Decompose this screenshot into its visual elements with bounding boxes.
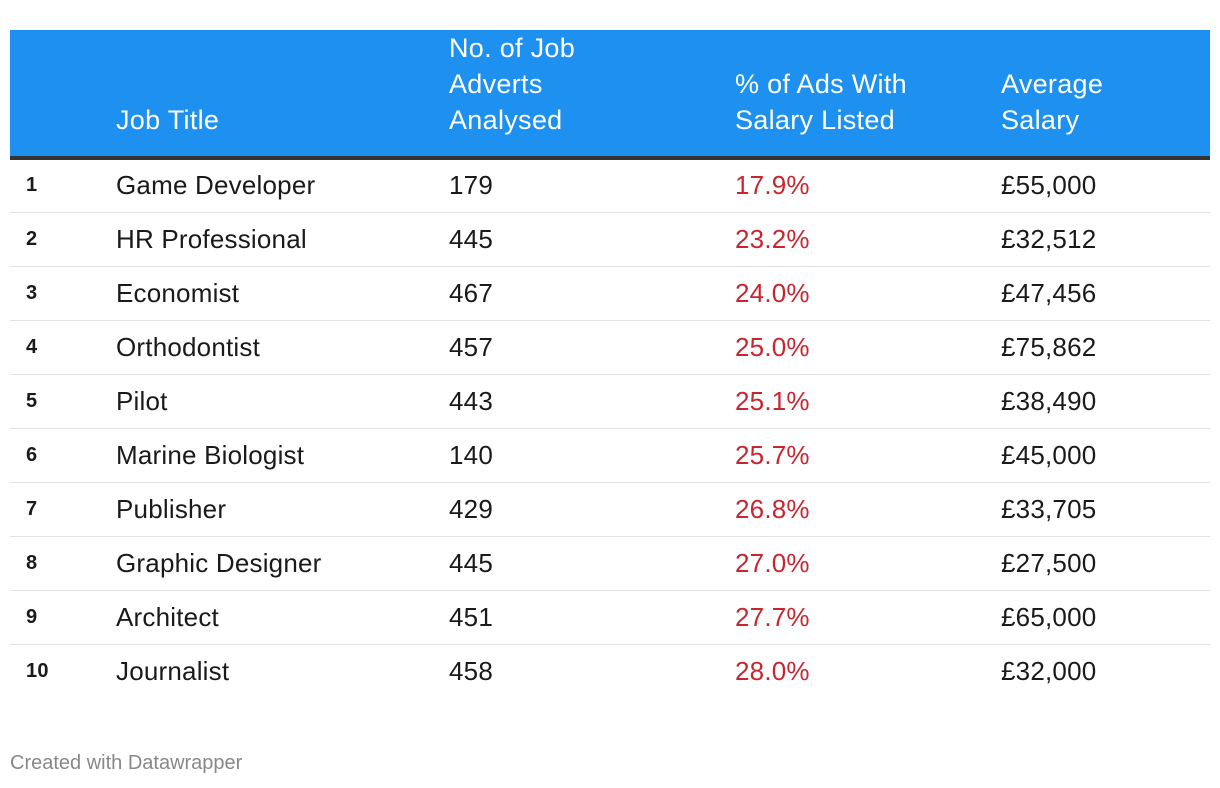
table-row: 3 Economist 467 24.0% £47,456 xyxy=(10,266,1210,321)
cell-rank: 8 xyxy=(10,536,116,591)
cell-pct-salary: 23.2% xyxy=(735,212,1001,267)
cell-adverts: 429 xyxy=(449,482,735,537)
job-salary-table: Job Title No. of Job Adverts Analysed % … xyxy=(10,30,1210,698)
cell-adverts: 445 xyxy=(449,212,735,267)
cell-adverts: 451 xyxy=(449,590,735,645)
cell-job-title: Graphic Designer xyxy=(116,536,449,591)
header-adverts: No. of Job Adverts Analysed xyxy=(449,30,735,160)
table-body: 1 Game Developer 179 17.9% £55,000 2 HR Profes… xyxy=(10,158,1210,698)
cell-average-salary: £32,512 xyxy=(1001,212,1210,267)
cell-adverts: 443 xyxy=(449,374,735,429)
cell-rank: 4 xyxy=(10,320,116,375)
header-average-salary: Average Salary xyxy=(1001,30,1210,160)
cell-average-salary: £47,456 xyxy=(1001,266,1210,321)
cell-rank: 7 xyxy=(10,482,116,537)
cell-pct-salary: 26.8% xyxy=(735,482,1001,537)
header-pct-line-2: Salary Listed xyxy=(735,105,895,135)
header-adverts-line-2: Adverts xyxy=(449,69,543,99)
cell-adverts: 458 xyxy=(449,655,493,686)
cell-average-salary: £33,705 xyxy=(1001,482,1210,537)
table-row: 5 Pilot 443 25.1% £38,490 xyxy=(10,374,1210,429)
table-row: 9 Architect 451 27.7% £65,000 xyxy=(10,590,1210,645)
cell-average-salary: £38,490 xyxy=(1001,374,1210,429)
table-row: 7 Publisher 429 26.8% £33,705 xyxy=(10,482,1210,537)
cell-rank: 2 xyxy=(10,212,116,267)
cell-rank: 3 xyxy=(10,266,116,321)
table-row: 6 Marine Biologist 140 25.7% £45,000 xyxy=(10,428,1210,483)
cell-pct-salary: 27.7% xyxy=(735,590,1001,645)
cell-job-title: Journalist xyxy=(116,655,230,686)
cell-rank: 5 xyxy=(10,374,116,429)
cell-average-salary: £65,000 xyxy=(1001,590,1210,645)
header-job-title-line: Job Title xyxy=(116,105,220,135)
table-row: 8 Graphic Designer 445 27.0% £27,500 xyxy=(10,536,1210,591)
cell-rank: 6 xyxy=(10,428,116,483)
header-salary-line-2: Salary xyxy=(1001,105,1080,135)
cell-rank: 10 xyxy=(26,659,49,682)
table-row: 2 HR Professional 445 23.2% £32,512 xyxy=(10,212,1210,267)
table-row: 1 Game Developer 179 17.9% £55,000 xyxy=(10,158,1210,213)
header-pct-line-1: % of Ads With xyxy=(735,69,907,99)
cell-pct-salary: 24.0% xyxy=(735,266,1001,321)
table-row: 10 Journalist 458 28.0% £32,000 xyxy=(10,644,1210,698)
cell-average-salary: £55,000 xyxy=(1001,158,1210,213)
cell-job-title: Orthodontist xyxy=(116,320,449,375)
cell-average-salary: £45,000 xyxy=(1001,428,1210,483)
cell-job-title: Publisher xyxy=(116,482,449,537)
cell-adverts: 445 xyxy=(449,536,735,591)
cell-job-title: Architect xyxy=(116,590,449,645)
cell-average-salary: £75,862 xyxy=(1001,320,1210,375)
header-salary-line-1: Average xyxy=(1001,69,1104,99)
header-pct-salary: % of Ads With Salary Listed xyxy=(735,30,1001,160)
cell-job-title: Pilot xyxy=(116,374,449,429)
cell-pct-salary: 28.0% xyxy=(735,655,810,686)
header-adverts-line-3: Analysed xyxy=(449,105,563,135)
datawrapper-credit: Created with Datawrapper xyxy=(10,752,243,774)
cell-job-title: Game Developer xyxy=(116,158,449,213)
cell-pct-salary: 25.1% xyxy=(735,374,1001,429)
cell-pct-salary: 25.0% xyxy=(735,320,1001,375)
cell-average-salary: £27,500 xyxy=(1001,536,1210,591)
cell-adverts: 467 xyxy=(449,266,735,321)
cell-rank: 1 xyxy=(10,158,116,213)
cell-pct-salary: 25.7% xyxy=(735,428,1001,483)
header-adverts-line-1: No. of Job xyxy=(449,33,576,63)
cell-adverts: 179 xyxy=(449,158,735,213)
cell-job-title: HR Professional xyxy=(116,212,449,267)
table-row: 4 Orthodontist 457 25.0% £75,862 xyxy=(10,320,1210,375)
cell-job-title: Marine Biologist xyxy=(116,428,449,483)
cell-adverts: 140 xyxy=(449,428,735,483)
data-table-container: Job Title No. of Job Adverts Analysed % … xyxy=(10,30,1210,698)
cell-pct-salary: 27.0% xyxy=(735,536,1001,591)
table-header-row: Job Title No. of Job Adverts Analysed % … xyxy=(10,30,1210,160)
cell-average-salary: £32,000 xyxy=(1001,655,1097,686)
header-job-title: Job Title xyxy=(116,30,449,160)
cell-pct-salary: 17.9% xyxy=(735,158,1001,213)
cell-job-title: Economist xyxy=(116,266,449,321)
cell-adverts: 457 xyxy=(449,320,735,375)
header-rank xyxy=(10,30,116,160)
cell-rank: 9 xyxy=(10,590,116,645)
